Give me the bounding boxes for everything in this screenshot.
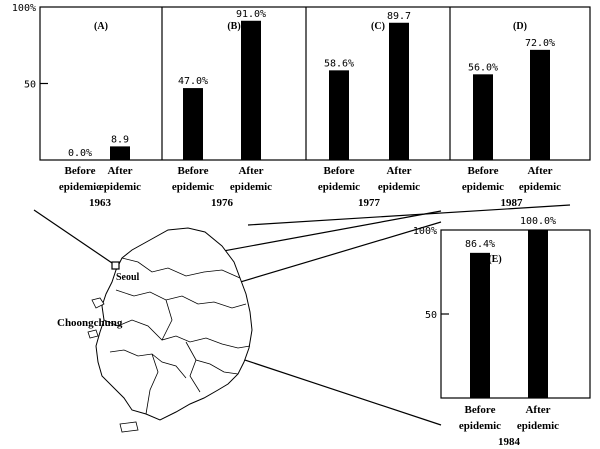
bar [530,49,550,161]
category-label: epidemic [318,181,360,193]
value-label: 0.0% [68,148,92,159]
category-label: epidemic [517,420,559,432]
island [87,329,99,339]
year-label: 1976 [211,197,234,209]
panel-label: (E) [488,254,501,265]
korea-map: Seoul Choongchung [33,204,571,433]
year-label: 1963 [89,197,112,209]
category-label: After [525,404,550,416]
seoul-label: Seoul [116,272,140,283]
island [119,421,139,433]
category-label: epidemic [378,181,420,193]
bar [389,22,409,160]
category-label: Before [465,404,496,416]
category-label: Before [178,165,209,177]
value-label: 89.7 [387,11,411,22]
category-label: After [107,165,132,177]
panel-label: (A) [94,21,108,32]
y-tick-label: 50 [24,80,36,91]
island [91,297,105,309]
bar [470,252,490,398]
category-label: epidemic [230,181,272,193]
category-label: After [386,165,411,177]
panel-label: (C) [371,21,385,32]
category-label: After [238,165,263,177]
top-chart: 50100%(A)0.0%Beforeepidemic8.9Afterepide… [12,3,591,209]
year-label: 1977 [358,197,381,209]
y-tick-label: 100% [413,226,437,237]
category-label: Before [324,165,355,177]
category-label: After [527,165,552,177]
value-label: 56.0% [468,62,498,73]
y-tick-label: 100% [12,3,36,14]
value-label: 47.0% [178,76,208,87]
category-label: Before [65,165,96,177]
province-borders [103,257,251,415]
bar [241,20,261,160]
category-label: Before [468,165,499,177]
bottom-chart: 50 100% (E) 86.4% Before epidemic 100.0% After e… [413,216,591,448]
value-label: 8.9 [111,134,129,145]
bar [329,70,349,160]
category-label: epidemic [519,181,561,193]
bar [528,230,548,398]
category-label: epidemic [459,420,501,432]
value-label: 58.6% [324,58,354,69]
connector-line [33,209,116,266]
connector-line [247,204,571,226]
choongchung-label: Choongchung [57,317,123,329]
value-label: 86.4% [465,239,495,250]
value-label: 91.0% [236,9,266,20]
seoul-marker [111,261,120,270]
category-label: epidemic [172,181,214,193]
value-label: 100.0% [520,216,556,227]
y-tick-label: 50 [425,310,437,321]
year-label: 1984 [498,436,521,448]
bar [110,146,130,160]
category-label: epidemic [462,181,504,193]
korea-outline [95,227,253,421]
category-label: epidemic [99,181,141,193]
category-label: epidemic [59,181,101,193]
panel-label: (B) [227,21,240,32]
plot-frame [440,229,591,399]
panel-label: (D) [513,21,527,32]
bar [473,74,493,160]
year-label: 1987 [501,197,524,209]
value-label: 72.0% [525,38,555,49]
bar [183,88,203,160]
